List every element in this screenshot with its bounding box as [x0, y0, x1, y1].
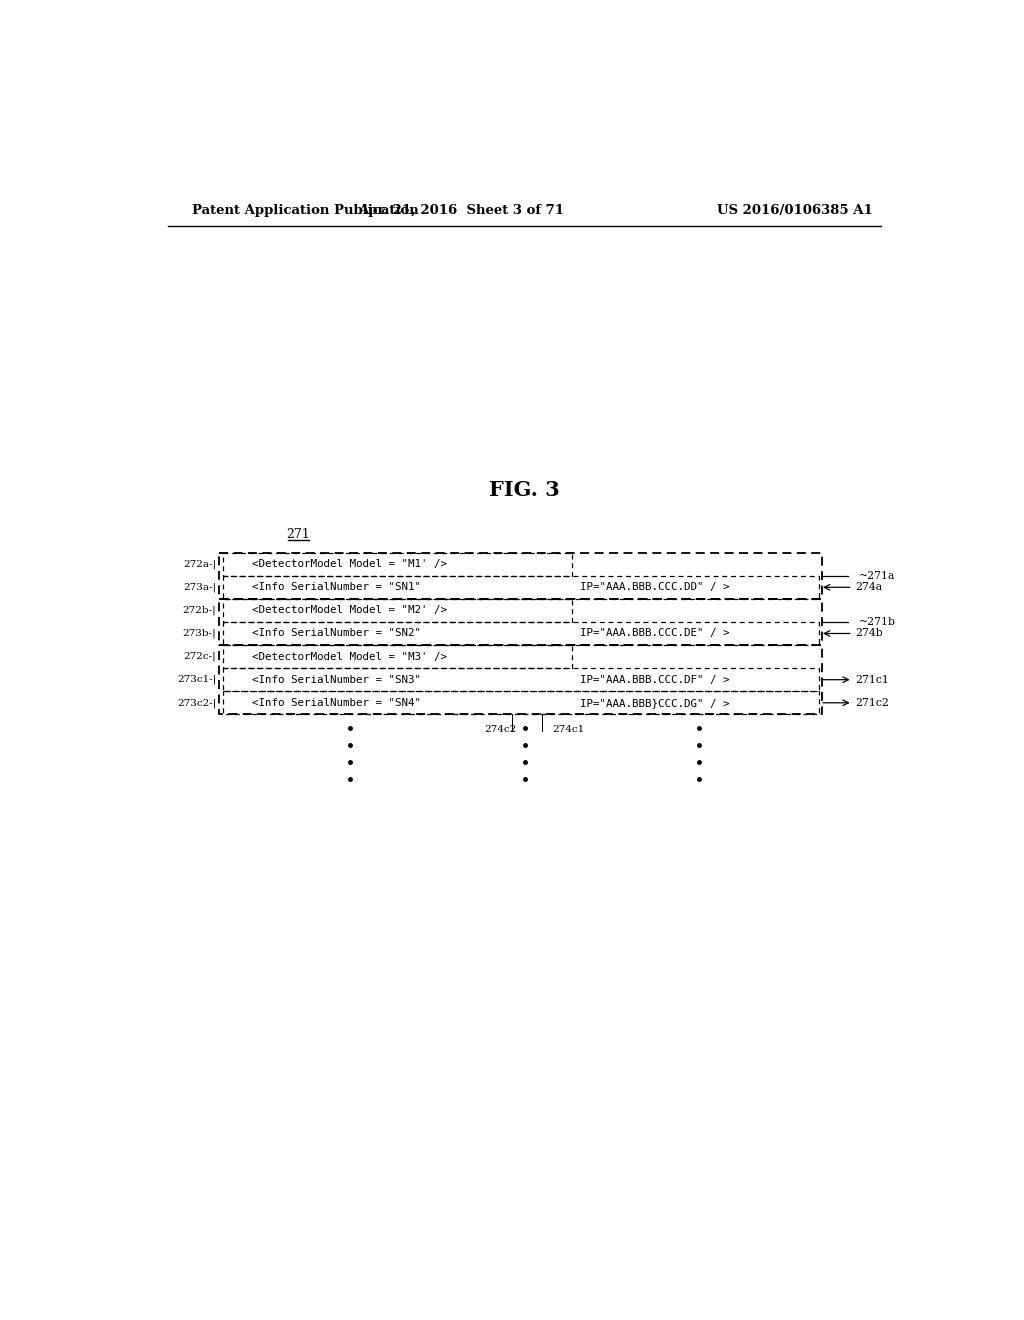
Text: <Info SerialNumber = "SN3": <Info SerialNumber = "SN3" — [252, 675, 421, 685]
Text: ~271a: ~271a — [859, 570, 895, 581]
Text: 274b: 274b — [856, 628, 884, 639]
Text: IP="AAA.BBB.CCC.DD" / >: IP="AAA.BBB.CCC.DD" / > — [580, 582, 729, 593]
Text: 273c2-|: 273c2-| — [177, 698, 216, 708]
Text: ~271b: ~271b — [859, 616, 896, 627]
Text: <DetectorModel Model = "M2' />: <DetectorModel Model = "M2' /> — [252, 606, 447, 615]
Text: FIG. 3: FIG. 3 — [489, 479, 560, 499]
Text: 272a-|: 272a-| — [183, 560, 216, 569]
Text: IP="AAA.BBB.CCC.DE" / >: IP="AAA.BBB.CCC.DE" / > — [580, 628, 729, 639]
Text: <Info SerialNumber = "SN2": <Info SerialNumber = "SN2" — [252, 628, 421, 639]
Text: 273c1-|: 273c1-| — [177, 675, 216, 685]
Text: <Info SerialNumber = "SN4": <Info SerialNumber = "SN4" — [252, 698, 421, 708]
Text: 271: 271 — [287, 528, 310, 541]
Text: <DetectorModel Model = "M1' />: <DetectorModel Model = "M1' /> — [252, 560, 447, 569]
Text: 273b-|: 273b-| — [182, 628, 216, 639]
Text: US 2016/0106385 A1: US 2016/0106385 A1 — [717, 205, 872, 218]
Text: 272b-|: 272b-| — [182, 606, 216, 615]
Text: 274c1: 274c1 — [552, 726, 584, 734]
Text: 273a-|: 273a-| — [183, 582, 216, 593]
Text: Apr. 21, 2016  Sheet 3 of 71: Apr. 21, 2016 Sheet 3 of 71 — [358, 205, 564, 218]
Text: 272c-|: 272c-| — [183, 652, 216, 661]
Text: 274a: 274a — [856, 582, 883, 593]
Text: IP="AAA.BBB}CCC.DG" / >: IP="AAA.BBB}CCC.DG" / > — [580, 698, 729, 708]
Text: Patent Application Publication: Patent Application Publication — [191, 205, 418, 218]
Text: 271c2: 271c2 — [856, 698, 890, 708]
Text: 271c1: 271c1 — [856, 675, 890, 685]
Text: 274c2: 274c2 — [484, 726, 517, 734]
Text: IP="AAA.BBB.CCC.DF" / >: IP="AAA.BBB.CCC.DF" / > — [580, 675, 729, 685]
Text: <Info SerialNumber = "SN1": <Info SerialNumber = "SN1" — [252, 582, 421, 593]
Text: <DetectorModel Model = "M3' />: <DetectorModel Model = "M3' /> — [252, 652, 447, 661]
